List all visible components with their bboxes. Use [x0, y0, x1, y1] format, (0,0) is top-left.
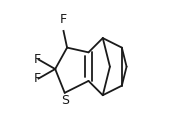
Text: F: F [34, 53, 41, 66]
Text: F: F [60, 13, 67, 26]
Text: F: F [34, 72, 41, 85]
Text: S: S [61, 94, 69, 107]
